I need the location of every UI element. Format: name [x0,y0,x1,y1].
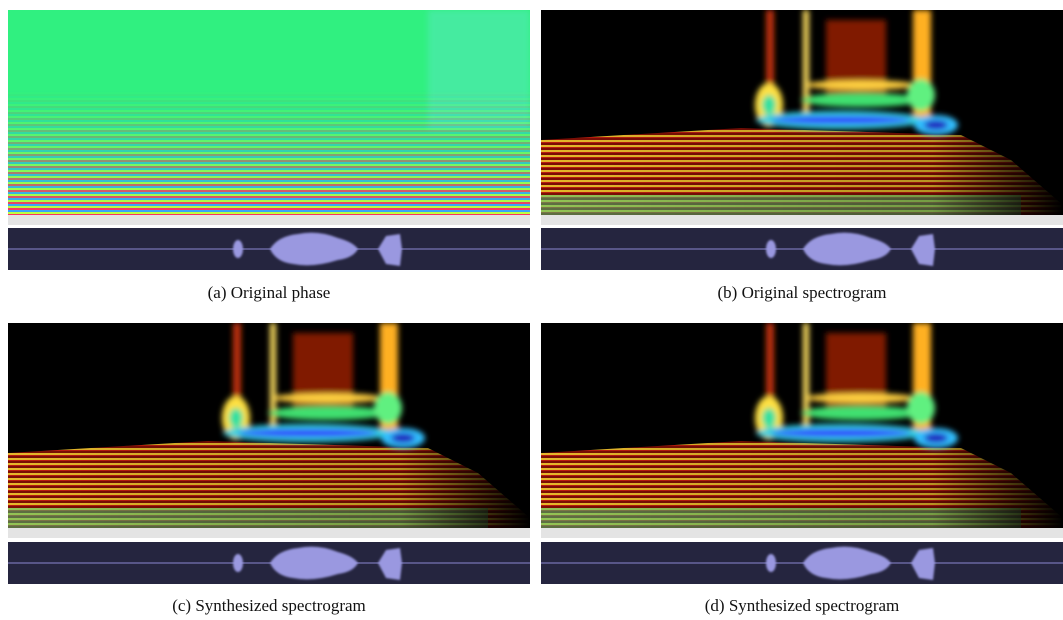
caption: (b) Original spectrogram [718,283,887,302]
caption: (a) Original phase [208,283,331,302]
waveform [8,542,530,584]
waveform [541,542,1063,584]
panel-c: (c) Synthesized spectrogram [8,323,530,615]
caption: (c) Synthesized spectrogram [172,596,366,615]
phase-image [8,10,530,215]
panel-d: (d) Synthesized spectrogram [541,323,1063,615]
separator [8,215,530,225]
panel-b: (b) Original spectrogram [541,10,1063,302]
spectrogram [541,323,1063,528]
spectrogram [8,323,530,528]
figure: (a) Original phase (b) Original spectrog… [0,0,1063,620]
waveform [8,228,530,270]
spectrogram [541,10,1063,215]
separator [8,528,530,538]
separator [541,528,1063,538]
waveform [541,228,1063,270]
panel-a: (a) Original phase [8,10,530,302]
separator [541,215,1063,225]
caption: (d) Synthesized spectrogram [705,596,900,615]
